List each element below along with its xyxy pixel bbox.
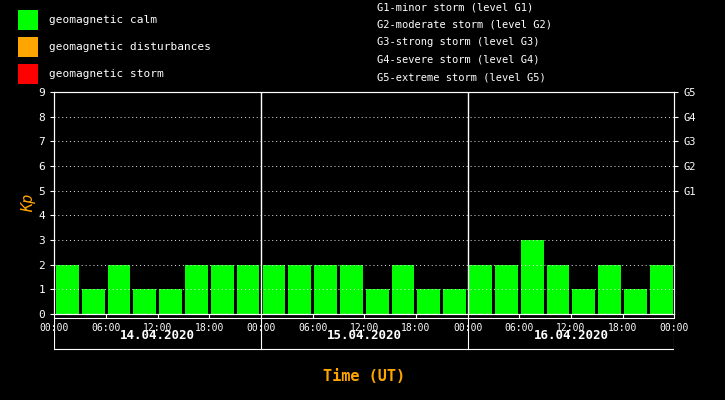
Text: G4-severe storm (level G4): G4-severe storm (level G4) [377, 55, 539, 65]
Bar [133, 289, 156, 314]
Text: G5-extreme storm (level G5): G5-extreme storm (level G5) [377, 72, 546, 82]
Bar [236, 265, 260, 314]
Bar [521, 240, 544, 314]
Bar [262, 265, 286, 314]
Bar [107, 265, 130, 314]
Bar [443, 289, 466, 314]
Bar [469, 289, 492, 314]
Bar [314, 265, 337, 314]
Bar [289, 265, 311, 314]
Text: geomagnetic calm: geomagnetic calm [49, 15, 157, 25]
Bar [185, 265, 208, 314]
Bar [624, 289, 647, 314]
Text: 15.04.2020: 15.04.2020 [327, 329, 402, 342]
Bar [598, 265, 621, 314]
Bar [547, 265, 569, 314]
Bar [495, 265, 518, 314]
Bar [56, 265, 79, 314]
Y-axis label: Kp: Kp [21, 194, 36, 212]
Bar [469, 265, 492, 314]
Bar [340, 265, 362, 314]
Text: G2-moderate storm (level G2): G2-moderate storm (level G2) [377, 20, 552, 30]
Bar [495, 289, 518, 314]
Text: G1-minor storm (level G1): G1-minor storm (level G1) [377, 2, 534, 12]
Text: 14.04.2020: 14.04.2020 [120, 329, 195, 342]
Bar [392, 265, 415, 314]
Text: G3-strong storm (level G3): G3-strong storm (level G3) [377, 37, 539, 47]
Bar [650, 265, 673, 314]
Bar [18, 37, 38, 57]
Bar [676, 265, 699, 314]
Bar [211, 265, 233, 314]
Bar [18, 10, 38, 30]
Text: geomagnetic storm: geomagnetic storm [49, 69, 164, 79]
Bar [18, 64, 38, 84]
Text: Time (UT): Time (UT) [323, 369, 405, 384]
Bar [82, 289, 104, 314]
Bar [366, 289, 389, 314]
Bar [573, 289, 595, 314]
Text: geomagnetic disturbances: geomagnetic disturbances [49, 42, 211, 52]
Bar [160, 289, 182, 314]
Text: 16.04.2020: 16.04.2020 [534, 329, 608, 342]
Bar [418, 289, 440, 314]
